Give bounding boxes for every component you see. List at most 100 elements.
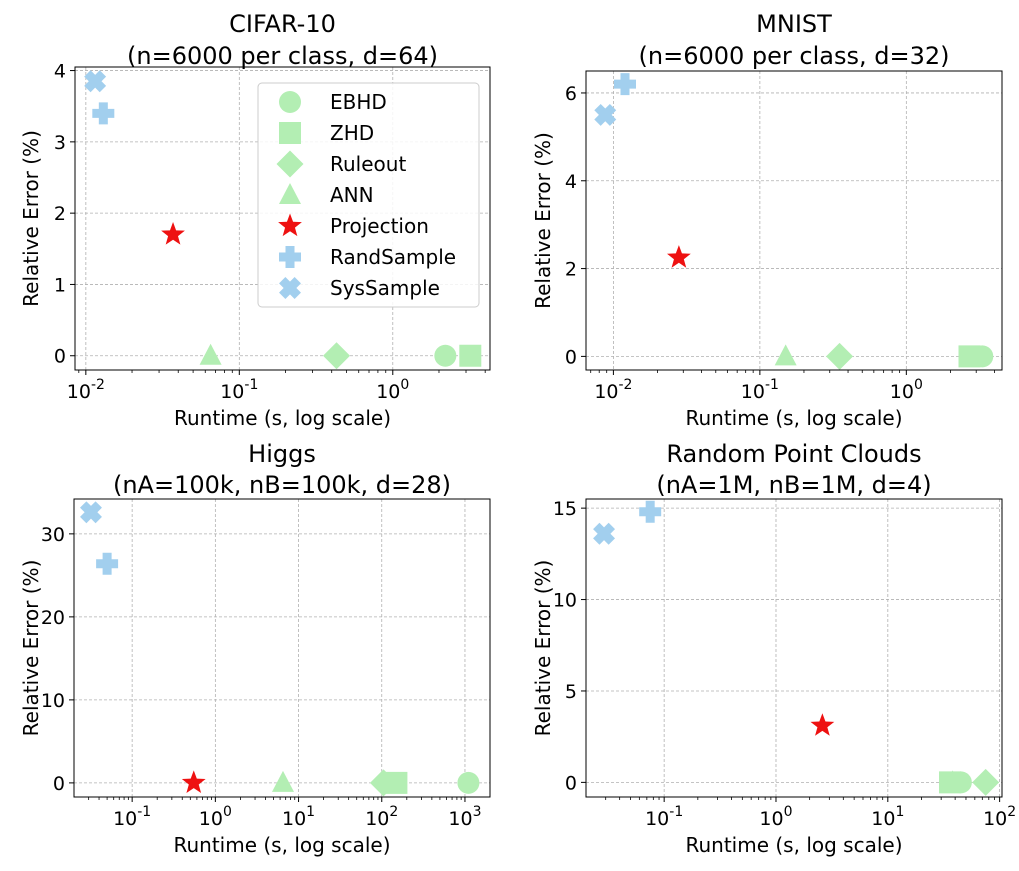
y-axis-label: Relative Error (%) (19, 560, 43, 737)
data-point-ruleout (323, 342, 351, 370)
legend-label-randsample: RandSample (330, 245, 456, 269)
data-point-ruleout (826, 342, 854, 370)
markers (80, 501, 480, 797)
legend-marker-ruleout (276, 150, 304, 178)
x-tick-label: 102 (365, 804, 398, 830)
y-tick-label: 15 (553, 498, 577, 520)
legend-frame (257, 82, 480, 308)
data-point-projection (667, 245, 691, 268)
legend-marker-projection (278, 213, 302, 237)
chart-panel-3: 10-1 100 101 102 103 0 10 20 30 Runtime (s, log s… (19, 440, 491, 857)
chart-subtitle: (n=6000 per class, d=64) (127, 42, 438, 70)
x-tick-label: 100 (199, 804, 232, 830)
x-tick-label: 102 (983, 804, 1016, 830)
data-point-syssample (593, 522, 616, 545)
legend: EBHD ZHD Ruleout ANN Projection RandSample Sys… (257, 82, 480, 308)
legend-label-ebhd: EBHD (330, 90, 387, 114)
legend-label-syssample: SysSample (330, 276, 440, 300)
data-point-ruleout (370, 769, 398, 797)
legend-marker-ebhd (279, 91, 301, 113)
legend-label-ruleout: Ruleout (330, 152, 406, 176)
y-axis-label: Relative Error (%) (531, 132, 555, 309)
plot-frame (585, 70, 1003, 371)
plot-frame (585, 498, 1003, 798)
legend-marker-syssample (279, 277, 301, 299)
chart-title: Random Point Clouds (666, 440, 921, 468)
chart-subtitle: (nA=100k, nB=100k, d=28) (113, 471, 451, 499)
y-tick-label: 30 (41, 524, 65, 546)
plot-frame (73, 498, 491, 798)
y-tick-label: 0 (53, 773, 65, 795)
chart-subtitle: (n=6000 per class, d=32) (639, 42, 950, 70)
y-tick-label: 0 (565, 772, 577, 794)
data-point-ebhd (434, 344, 457, 367)
y-tick-label: 4 (54, 61, 66, 83)
x-tick-label: 10-1 (645, 804, 683, 830)
x-tick-label: 10-1 (741, 377, 779, 403)
data-point-ann (199, 343, 222, 365)
y-tick-label: 20 (41, 607, 65, 629)
x-tick-label: 100 (890, 377, 923, 403)
data-point-ebhd (457, 771, 480, 794)
y-tick-label: 0 (565, 346, 577, 368)
data-point-projection (181, 770, 206, 793)
y-tick-label: 6 (565, 83, 577, 105)
legend-label-projection: Projection (330, 214, 429, 238)
chart-title: Higgs (248, 440, 316, 468)
x-tick-label: 101 (871, 804, 904, 830)
y-tick-label: 2 (54, 203, 66, 225)
data-point-randsample (613, 73, 636, 96)
data-point-ann (941, 770, 964, 792)
data-point-ruleout (972, 768, 1000, 796)
plot-frame (74, 66, 491, 371)
legend-label-ann: ANN (330, 183, 374, 207)
x-tick-label: 10-2 (594, 377, 632, 403)
x-tick-label: 100 (759, 804, 792, 830)
y-tick-label: 3 (54, 132, 66, 154)
x-tick-label: 101 (282, 804, 315, 830)
data-point-randsample (96, 552, 119, 575)
chart-title: CIFAR-10 (229, 10, 336, 38)
x-axis-label: Runtime (s, log scale) (174, 406, 391, 430)
y-tick-label: 10 (41, 690, 65, 712)
data-point-randsample (639, 500, 662, 523)
data-point-ann (271, 770, 294, 792)
data-point-syssample (84, 70, 107, 93)
chart-panel-2: 10-2 10-1 100 0 2 4 6 Runtime (s, log scale) Rel… (531, 10, 1003, 430)
x-axis-label: Runtime (s, log scale) (685, 406, 902, 430)
data-point-syssample (80, 501, 102, 524)
y-tick-label: 2 (565, 259, 577, 281)
chart-title: MNIST (756, 10, 832, 38)
x-tick-label: 10-1 (113, 804, 151, 830)
legend-marker-ann (279, 183, 301, 204)
x-tick-label: 10-1 (220, 377, 258, 403)
y-tick-label: 5 (565, 681, 577, 703)
y-axis-label: Relative Error (%) (531, 560, 555, 737)
y-tick-label: 0 (54, 346, 66, 368)
data-point-projection (810, 713, 835, 736)
chart-panel-1: 10-2 10-1 100 0 1 2 3 4 Runtime (s, log scale) Re… (19, 10, 491, 430)
data-point-projection (161, 222, 185, 245)
data-point-randsample (92, 102, 115, 125)
y-axis-label: Relative Error (%) (19, 130, 43, 307)
data-point-ann (774, 344, 797, 366)
chart-panel-4: 10-1 100 101 102 0 5 10 15 Runtime (s, log scale… (531, 440, 1016, 857)
x-axis-label: Runtime (s, log scale) (173, 833, 390, 857)
data-point-zhd (459, 344, 482, 367)
y-tick-label: 1 (54, 274, 66, 296)
markers (593, 500, 1000, 796)
chart-subtitle: (nA=1M, nB=1M, d=4) (656, 471, 931, 499)
y-tick-label: 10 (553, 590, 577, 612)
data-point-syssample (594, 103, 617, 126)
markers (594, 73, 994, 370)
legend-marker-zhd (279, 122, 301, 144)
x-tick-label: 10-2 (67, 377, 105, 403)
legend-marker-randsample (279, 246, 301, 268)
x-tick-label: 100 (376, 377, 409, 403)
x-axis-label: Runtime (s, log scale) (685, 833, 902, 857)
y-tick-label: 4 (565, 171, 577, 193)
x-tick-label: 103 (448, 804, 481, 830)
data-point-zhd (958, 345, 981, 368)
legend-label-zhd: ZHD (330, 121, 374, 145)
